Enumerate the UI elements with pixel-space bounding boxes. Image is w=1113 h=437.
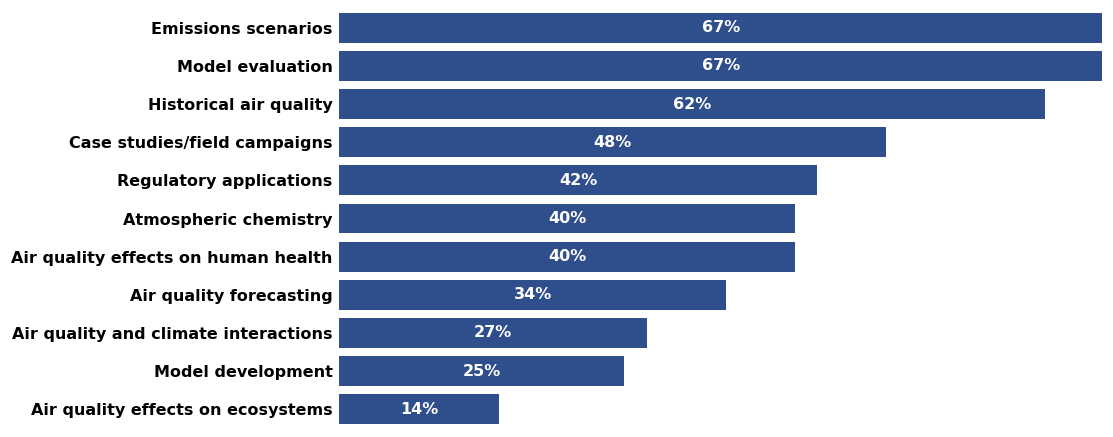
Text: 67%: 67% xyxy=(701,20,740,35)
Text: 62%: 62% xyxy=(673,97,711,111)
Bar xyxy=(339,127,886,157)
Text: 34%: 34% xyxy=(514,287,552,302)
Bar xyxy=(339,166,817,195)
Bar xyxy=(339,204,795,233)
Bar xyxy=(339,394,499,424)
Text: 27%: 27% xyxy=(474,326,512,340)
Bar xyxy=(339,242,795,271)
Bar xyxy=(339,356,624,386)
Text: 40%: 40% xyxy=(548,211,587,226)
Text: 40%: 40% xyxy=(548,249,587,264)
Text: 42%: 42% xyxy=(560,173,598,188)
Bar xyxy=(339,318,647,348)
Bar xyxy=(339,280,727,310)
Bar xyxy=(339,51,1102,81)
Text: 48%: 48% xyxy=(593,135,632,150)
Bar xyxy=(339,89,1045,119)
Bar xyxy=(339,13,1102,43)
Text: 14%: 14% xyxy=(400,402,439,417)
Text: 67%: 67% xyxy=(701,59,740,73)
Text: 25%: 25% xyxy=(463,364,501,378)
